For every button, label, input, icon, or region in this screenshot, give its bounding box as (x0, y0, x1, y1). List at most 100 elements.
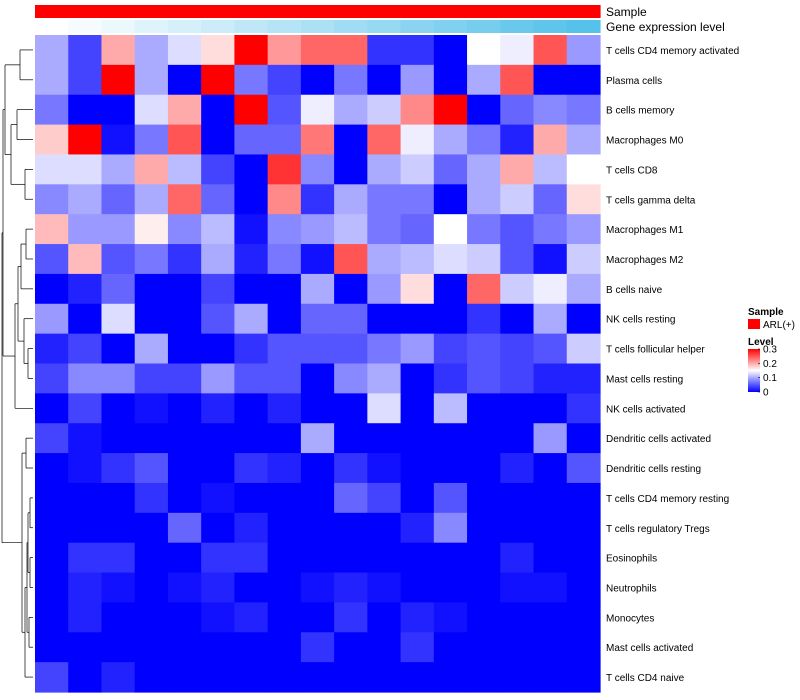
heatmap-cell (566, 64, 601, 96)
heatmap-cell (201, 393, 236, 424)
heatmap-cell (400, 94, 435, 126)
heatmap-cell (101, 184, 136, 215)
heatmap-cell (167, 393, 202, 424)
heatmap-cell (433, 35, 468, 66)
heatmap-cell (201, 154, 236, 185)
heatmap-cell (500, 124, 535, 156)
legend-sample-label: ARL(+) (763, 320, 795, 331)
heatmap-cell (134, 94, 169, 126)
legend-level-tick-label: 0 (763, 388, 769, 399)
heatmap-cell (35, 273, 69, 305)
heatmap-cell (134, 214, 169, 245)
heatmap-cell (500, 333, 535, 365)
heatmap-cell (234, 632, 269, 663)
heatmap-cell (35, 214, 69, 245)
heatmap-cell (68, 214, 103, 245)
heatmap-cell (101, 423, 136, 454)
heatmap-cell (400, 154, 435, 185)
heatmap-cell (267, 124, 302, 156)
heatmap-cell (267, 154, 302, 185)
heatmap-cell (167, 303, 202, 335)
heatmap-cell (300, 273, 335, 305)
heatmap-cell (167, 482, 202, 514)
heatmap-cell (300, 184, 335, 215)
heatmap-cell (167, 124, 202, 156)
heatmap-cell (334, 632, 368, 663)
heatmap-cell (500, 542, 535, 574)
row-label: Monocytes (606, 613, 654, 624)
heatmap-cell (267, 94, 302, 126)
heatmap-cell (367, 662, 402, 693)
annotation-cell (167, 5, 202, 18)
heatmap-cell (167, 423, 202, 454)
heatmap-cell (300, 214, 335, 245)
heatmap-cell (35, 662, 69, 693)
heatmap-cell (134, 542, 169, 574)
heatmap-cell (234, 273, 269, 305)
annotation-cell (334, 5, 368, 18)
heatmap-cell (433, 482, 468, 514)
heatmap-cells (35, 35, 601, 693)
legend-sample-swatch (748, 319, 760, 329)
heatmap-cell (134, 333, 169, 365)
heatmap-cell (234, 124, 269, 156)
heatmap-cell (400, 632, 435, 663)
heatmap-cell (433, 303, 468, 335)
heatmap-cell (68, 662, 103, 693)
annotation-cell (167, 20, 202, 33)
heatmap-cell (467, 453, 501, 484)
heatmap-cell (300, 453, 335, 484)
heatmap-cell (566, 333, 601, 365)
heatmap-cell (234, 393, 269, 424)
heatmap-cell (234, 64, 269, 96)
heatmap-cell (367, 363, 402, 394)
heatmap-cell (533, 35, 568, 66)
heatmap-cell (300, 512, 335, 544)
heatmap-cell (400, 482, 435, 514)
heatmap-cell (267, 363, 302, 394)
annotation-cell (134, 5, 169, 18)
heatmap-cell (533, 273, 568, 305)
heatmap-cell (35, 35, 69, 66)
heatmap-cell (68, 393, 103, 424)
heatmap-cell (334, 572, 368, 604)
heatmap-cell (334, 393, 368, 424)
heatmap-cell (134, 124, 169, 156)
heatmap-cell (467, 214, 501, 245)
heatmap-cell (68, 35, 103, 66)
heatmap-cell (201, 363, 236, 394)
heatmap-cell (101, 35, 136, 66)
annotation-cell (367, 5, 402, 18)
heatmap-cell (134, 482, 169, 514)
heatmap-cell (201, 572, 236, 604)
heatmap-cell (300, 333, 335, 365)
heatmap-cell (167, 512, 202, 544)
heatmap-cell (134, 184, 169, 215)
heatmap-cell (300, 542, 335, 574)
annotation-cell (101, 5, 136, 18)
heatmap-cell (201, 244, 236, 275)
annotation-track-label: Gene expression level (606, 20, 725, 34)
heatmap-cell (300, 94, 335, 126)
annotation-cell (35, 5, 69, 18)
heatmap-cell (334, 363, 368, 394)
row-label: B cells memory (606, 106, 674, 117)
annotation-cell (334, 20, 368, 33)
heatmap-cell (167, 333, 202, 365)
heatmap-cell (134, 512, 169, 544)
heatmap-cell (267, 64, 302, 96)
row-label: Macrophages M0 (606, 136, 684, 147)
row-labels: T cells CD4 memory activated Plasma cells… (606, 46, 739, 684)
heatmap-cell (433, 64, 468, 96)
annotation-cell (101, 20, 136, 33)
heatmap-cell (367, 303, 402, 335)
heatmap-cell (68, 423, 103, 454)
annotation-cell (433, 5, 468, 18)
heatmap-cell (566, 632, 601, 663)
heatmap-cell (201, 303, 236, 335)
heatmap-cell (533, 363, 568, 394)
heatmap-cell (234, 214, 269, 245)
heatmap-cell (134, 244, 169, 275)
heatmap-cell (167, 244, 202, 275)
